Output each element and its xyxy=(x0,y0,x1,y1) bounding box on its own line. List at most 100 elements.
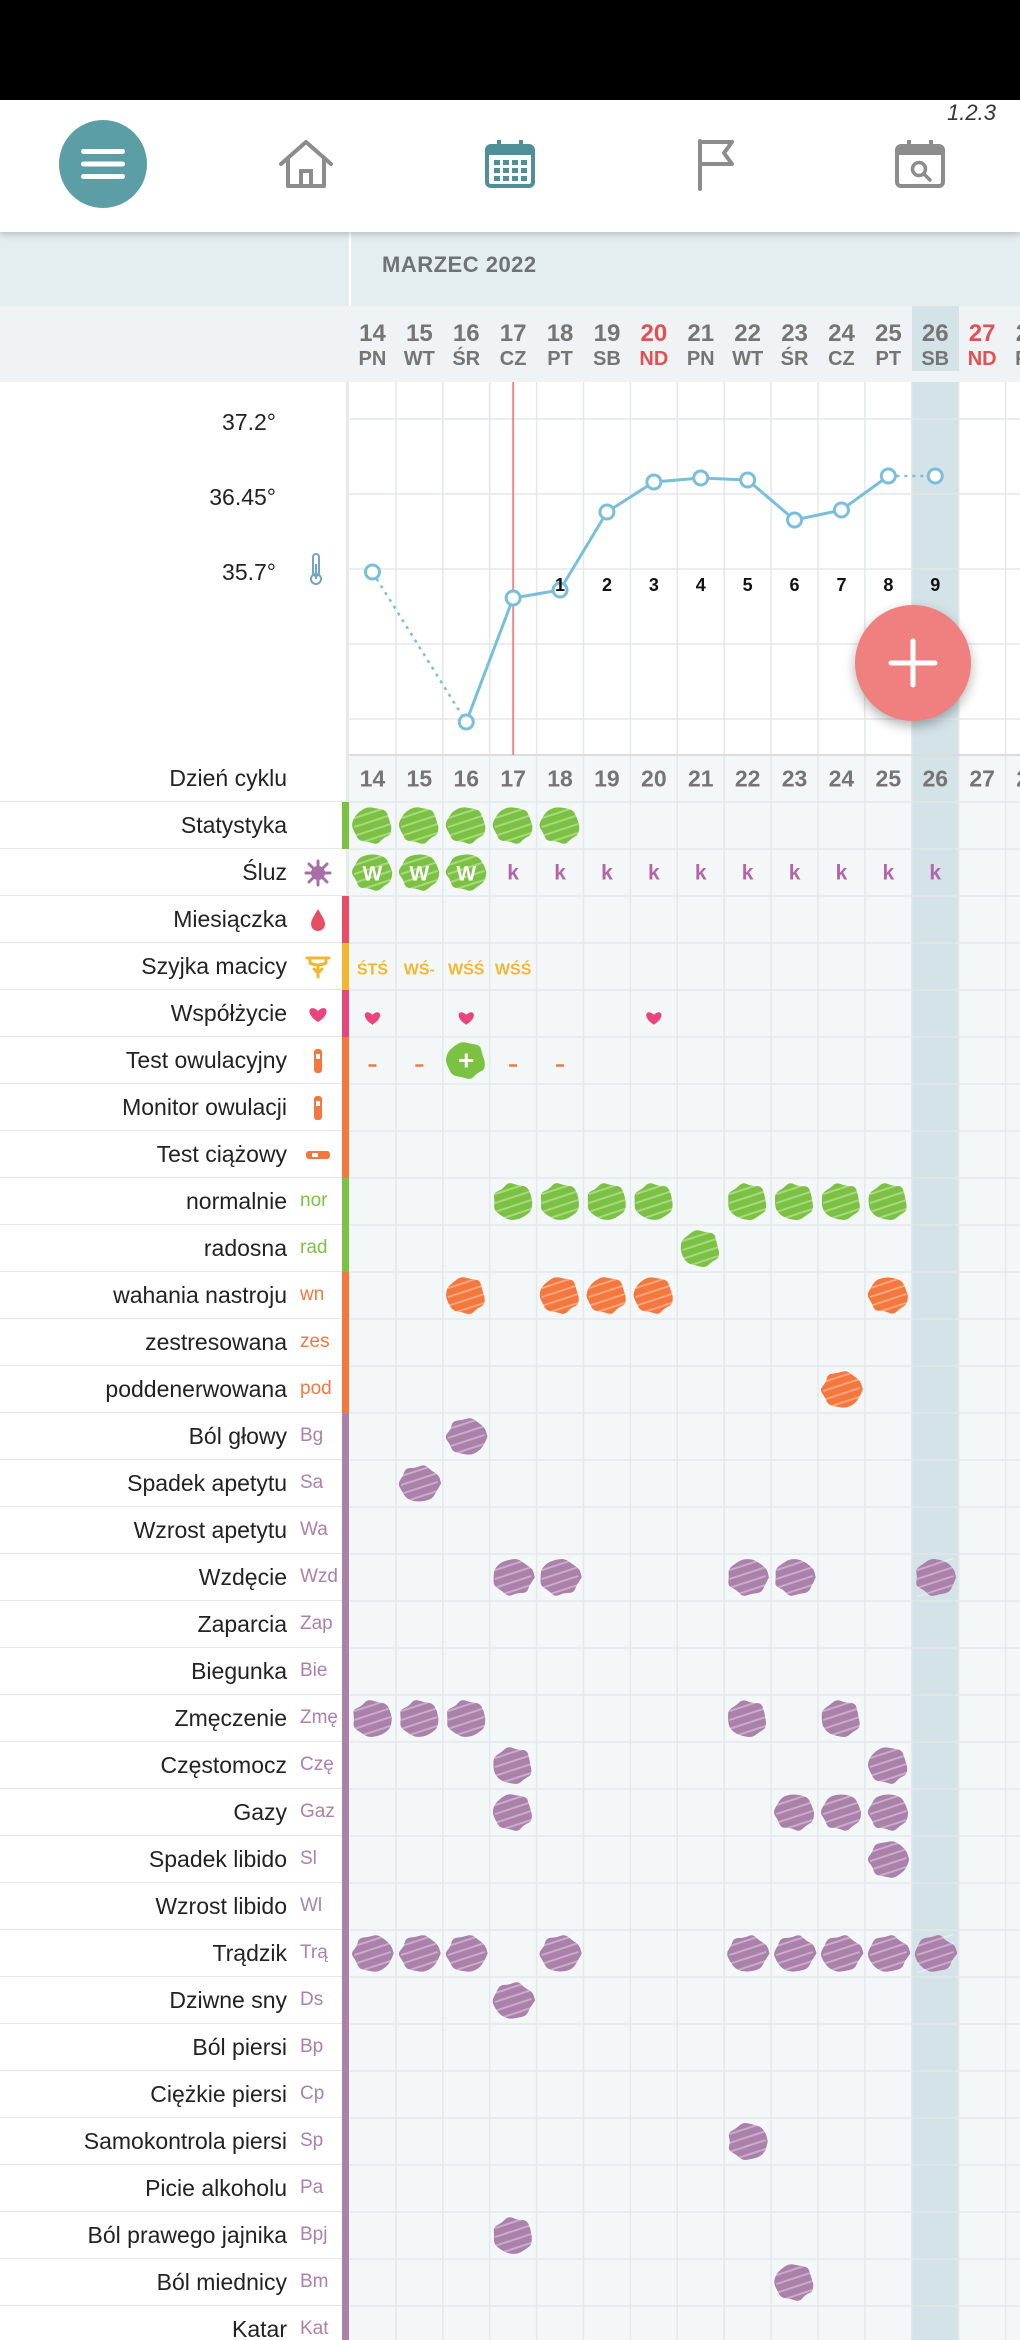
day-number: 27 xyxy=(968,320,996,347)
weekday-label: ND xyxy=(967,348,997,370)
row-label[interactable]: Śluz xyxy=(0,849,349,896)
row-label-text: radosna xyxy=(203,1235,287,1261)
row-label[interactable]: Ból piersi Bp xyxy=(0,2024,349,2071)
row-label[interactable]: poddenerwowana pod xyxy=(0,1366,349,1413)
entry-blob xyxy=(775,1559,816,1596)
calendar-button[interactable] xyxy=(466,120,554,208)
entry-blob xyxy=(820,1794,862,1831)
row-label[interactable]: Statystyka xyxy=(0,802,349,849)
temperature-point xyxy=(739,471,757,489)
row-label[interactable]: Zaparcia Zap xyxy=(0,1601,349,1648)
row-label[interactable]: zestresowana zes xyxy=(0,1319,349,1366)
entry-blob-texture xyxy=(353,805,392,846)
app-version: 1.2.3 xyxy=(947,100,996,125)
weekday-label: WT xyxy=(732,348,764,370)
row-label[interactable]: Test ciążowy xyxy=(0,1131,349,1178)
row-label[interactable]: Wzrost libido Wl xyxy=(0,1883,349,1930)
day-column-header[interactable]: 26 SB xyxy=(911,306,959,371)
day-column-header[interactable]: 21 PN xyxy=(677,306,724,371)
row-label[interactable]: Dziwne sny Ds xyxy=(0,1977,349,2024)
row-color-stripe xyxy=(342,2118,349,2165)
entry-blob xyxy=(398,1935,441,1972)
row-label[interactable]: Ból miednicy Bm xyxy=(0,2259,349,2306)
row-label[interactable]: Zmęczenie Zmę xyxy=(0,1695,349,1742)
row-abbreviation: Pa xyxy=(300,2177,324,2198)
row-label[interactable]: Szyjka macicy xyxy=(0,943,349,990)
row-label[interactable]: Dzień cyklu xyxy=(0,755,349,802)
add-entry-button[interactable] xyxy=(855,605,971,721)
weekday-label: PN xyxy=(358,348,387,370)
cycle-day-number: 22 xyxy=(735,766,761,792)
row-label[interactable]: Spadek libido Sl xyxy=(0,1836,349,1883)
row-label[interactable]: Samokontrola piersi Sp xyxy=(0,2118,349,2165)
day-column-header[interactable]: 27 ND xyxy=(959,306,1006,371)
row-label[interactable]: Częstomocz Czę xyxy=(0,1742,349,1789)
day-column-header[interactable]: 16 ŚR xyxy=(443,306,490,371)
row-label[interactable]: Ból prawego jajnika Bpj xyxy=(0,2212,349,2259)
row-color-stripe xyxy=(342,1742,349,1789)
entry-blob xyxy=(353,1700,392,1737)
entry-blob xyxy=(633,1277,673,1314)
mucus-value: k xyxy=(507,862,519,885)
temperature-line-segment xyxy=(371,571,468,723)
row-label[interactable]: Monitor owulacji xyxy=(0,1084,349,1131)
entry-blob-texture xyxy=(729,1181,767,1222)
day-column-header[interactable]: 19 SB xyxy=(584,306,631,371)
row-label[interactable]: Trądzik Trą xyxy=(0,1930,349,1977)
day-column-header[interactable]: 20 ND xyxy=(630,306,677,371)
row-label[interactable]: Test owulacyjny xyxy=(0,1037,349,1084)
row-label[interactable]: Ból głowy Bg xyxy=(0,1413,349,1460)
row-label[interactable]: normalnie nor xyxy=(0,1178,349,1225)
entry-blob-texture xyxy=(869,1181,907,1222)
menu-button[interactable] xyxy=(59,120,147,208)
weekday-label: ŚR xyxy=(452,348,481,370)
row-label-text: Zmęczenie xyxy=(174,1705,287,1731)
row-label[interactable]: Katar Kat xyxy=(0,2306,349,2340)
row-label[interactable]: Biegunka Bie xyxy=(0,1648,349,1695)
row-label[interactable]: wahania nastroju wn xyxy=(0,1272,349,1319)
row-label-text: Spadek apetytu xyxy=(127,1470,287,1496)
row-label[interactable]: Wzrost apetytu Wa xyxy=(0,1507,349,1554)
entry-blob xyxy=(398,807,439,844)
row-label[interactable]: Miesiączka xyxy=(0,896,349,943)
day-header-spacer xyxy=(0,306,349,382)
day-column-header[interactable]: 22 WT xyxy=(724,306,771,371)
entry-blob xyxy=(400,1700,439,1737)
day-column-header[interactable]: 18 PT xyxy=(537,306,584,371)
row-label[interactable]: Gazy Gaz xyxy=(0,1789,349,1836)
test-positive-plus xyxy=(459,1053,474,1068)
row-label[interactable]: Wzdęcie Wzd xyxy=(0,1554,349,1601)
row-label[interactable]: radosna rad xyxy=(0,1225,349,1272)
row-label-text: Spadek libido xyxy=(148,1846,287,1872)
day-column-header[interactable]: 24 CZ xyxy=(818,306,865,371)
home-button[interactable] xyxy=(262,120,350,208)
entry-blob xyxy=(493,2217,532,2254)
day-column-header[interactable]: 15 WT xyxy=(396,306,443,371)
home-icon xyxy=(279,140,333,188)
day-column-header[interactable]: 25 PT xyxy=(865,306,912,371)
entry-blob xyxy=(445,807,486,844)
flag-button[interactable] xyxy=(672,120,760,208)
temperature-axis-label: 35.7° xyxy=(222,559,276,585)
day-column-header[interactable]: 23 ŚR xyxy=(771,306,818,371)
row-label[interactable]: Współżycie xyxy=(0,990,349,1037)
day-column-header[interactable]: 14 PN xyxy=(349,306,396,371)
entry-blob xyxy=(539,1277,579,1314)
row-label[interactable]: Spadek apetytu Sa xyxy=(0,1460,349,1507)
calendar-search-button[interactable] xyxy=(876,120,964,208)
row-label-text: Wzdęcie xyxy=(198,1564,287,1590)
blood-drop-icon xyxy=(304,906,332,934)
day-number: 26 xyxy=(921,320,949,347)
entry-blob-texture xyxy=(541,1181,579,1222)
day-column-header[interactable]: 28PN xyxy=(1006,306,1020,371)
entry-blob xyxy=(868,1183,907,1220)
entry-blob xyxy=(774,1935,817,1972)
row-color-stripe xyxy=(342,1648,349,1695)
entry-blob-texture xyxy=(869,1745,907,1786)
row-label[interactable]: Ciężkie piersi Cp xyxy=(0,2071,349,2118)
row-label[interactable]: Picie alkoholu Pa xyxy=(0,2165,349,2212)
entry-blob-texture xyxy=(869,1792,907,1833)
cervix-value: WŚ- xyxy=(404,960,435,979)
day-column-header[interactable]: 17 CZ xyxy=(490,306,537,371)
weekday-label: CZ xyxy=(499,348,527,370)
